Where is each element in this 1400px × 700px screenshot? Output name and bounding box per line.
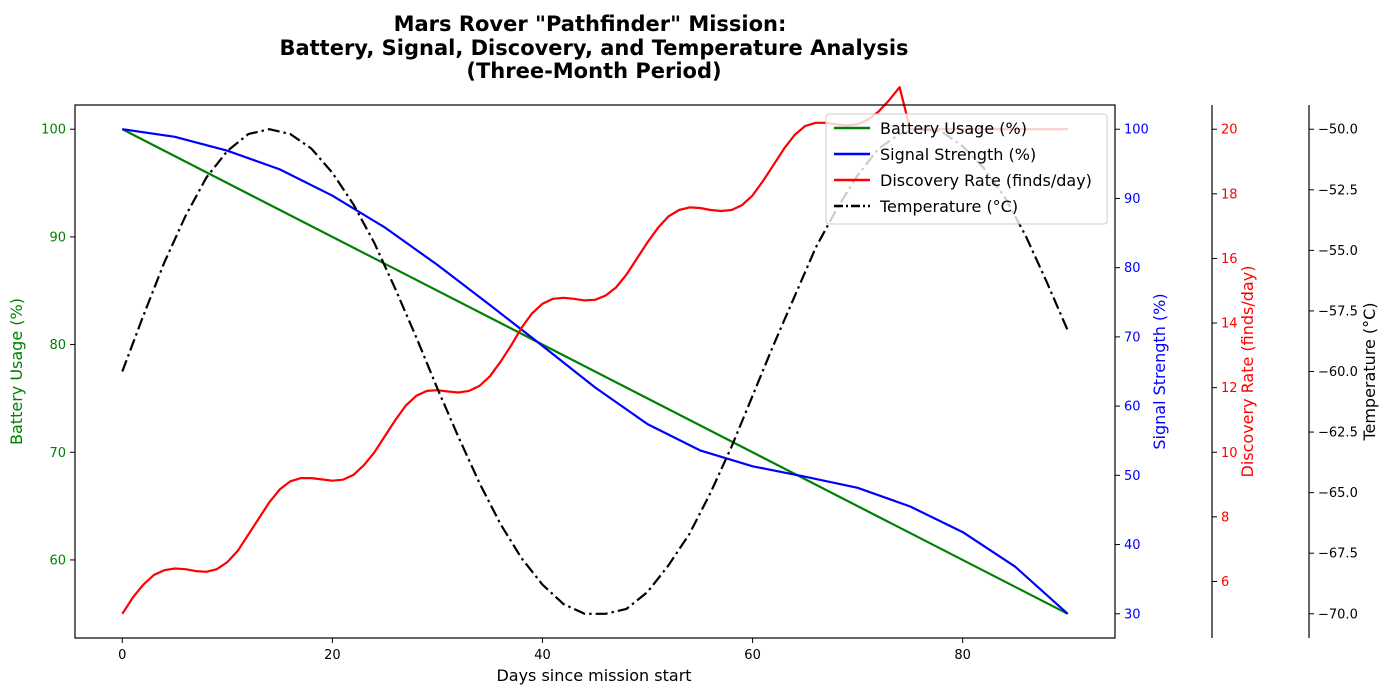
- discovery-tick-label: 18: [1221, 187, 1238, 202]
- series-line-signal: [122, 128, 1069, 615]
- temperature-tick-label: −57.5: [1318, 304, 1358, 319]
- temperature-tick-label: −67.5: [1318, 547, 1358, 562]
- legend: Battery Usage (%) Signal Strength (%) Disc…: [825, 113, 1108, 225]
- x-tick-label: 40: [534, 648, 551, 663]
- battery-tick-label: 60: [49, 553, 66, 568]
- discovery-axis-label: Discovery Rate (finds/day): [1238, 266, 1257, 478]
- discovery-tick-label: 20: [1221, 123, 1238, 138]
- battery-tick-label: 70: [49, 446, 66, 461]
- discovery-tick-label: 14: [1221, 317, 1238, 332]
- discovery-tick-label: 10: [1221, 446, 1238, 461]
- temperature-tick-label: −62.5: [1318, 426, 1358, 441]
- legend-label: Battery Usage (%): [880, 119, 1027, 138]
- temperature-tick-label: −65.0: [1318, 486, 1358, 501]
- legend-label: Signal Strength (%): [880, 145, 1036, 164]
- temperature-tick-label: −70.0: [1318, 607, 1358, 622]
- signal-tick-label: 70: [1124, 330, 1141, 345]
- discovery-tick-label: 8: [1221, 510, 1229, 525]
- series-line-battery: [121, 128, 1069, 615]
- legend-label: Discovery Rate (finds/day): [880, 171, 1092, 190]
- discovery-tick-label: 16: [1221, 252, 1238, 267]
- temperature-tick-label: −55.0: [1318, 244, 1358, 259]
- battery-tick-label: 80: [49, 338, 66, 353]
- temperature-tick-label: −50.0: [1318, 123, 1358, 138]
- battery-tick-label: 100: [41, 123, 66, 138]
- axes-layer: 0 20 40 60 80 60 70 80 90 100 Battery Usage (%) 30 4…: [7, 105, 1379, 663]
- legend-label: Temperature (°C): [879, 197, 1018, 216]
- x-tick-label: 20: [324, 648, 341, 663]
- signal-axis-label: Signal Strength (%): [1150, 293, 1169, 449]
- signal-tick-label: 30: [1124, 607, 1141, 622]
- signal-tick-label: 80: [1124, 261, 1141, 276]
- legend-box: [825, 113, 1108, 225]
- chart-title: Mars Rover "Pathfinder" Mission: Battery…: [279, 12, 908, 83]
- signal-tick-label: 100: [1124, 123, 1149, 138]
- chart-title-line-1: Mars Rover "Pathfinder" Mission:: [394, 12, 787, 36]
- discovery-tick-label: 12: [1221, 381, 1238, 396]
- discovery-tick-label: 6: [1221, 575, 1229, 590]
- x-tick-label: 80: [954, 648, 971, 663]
- temperature-tick-label: −52.5: [1318, 183, 1358, 198]
- temperature-axis-label: Temperature (°C): [1360, 302, 1379, 441]
- signal-tick-label: 90: [1124, 192, 1141, 207]
- chart-title-line-3: (Three-Month Period): [466, 59, 721, 83]
- x-tick-label: 60: [744, 648, 761, 663]
- temperature-tick-label: −60.0: [1318, 365, 1358, 380]
- plot-frame: [74, 104, 1116, 639]
- signal-tick-label: 50: [1124, 469, 1141, 484]
- signal-tick-label: 40: [1124, 538, 1141, 553]
- signal-tick-label: 60: [1124, 400, 1141, 415]
- battery-axis-label: Battery Usage (%): [7, 298, 26, 445]
- chart-title-line-2: Battery, Signal, Discovery, and Temperat…: [279, 36, 908, 60]
- battery-tick-label: 90: [49, 230, 66, 245]
- x-tick-label: 0: [118, 648, 126, 663]
- x-axis-label: Days since mission start: [496, 666, 691, 685]
